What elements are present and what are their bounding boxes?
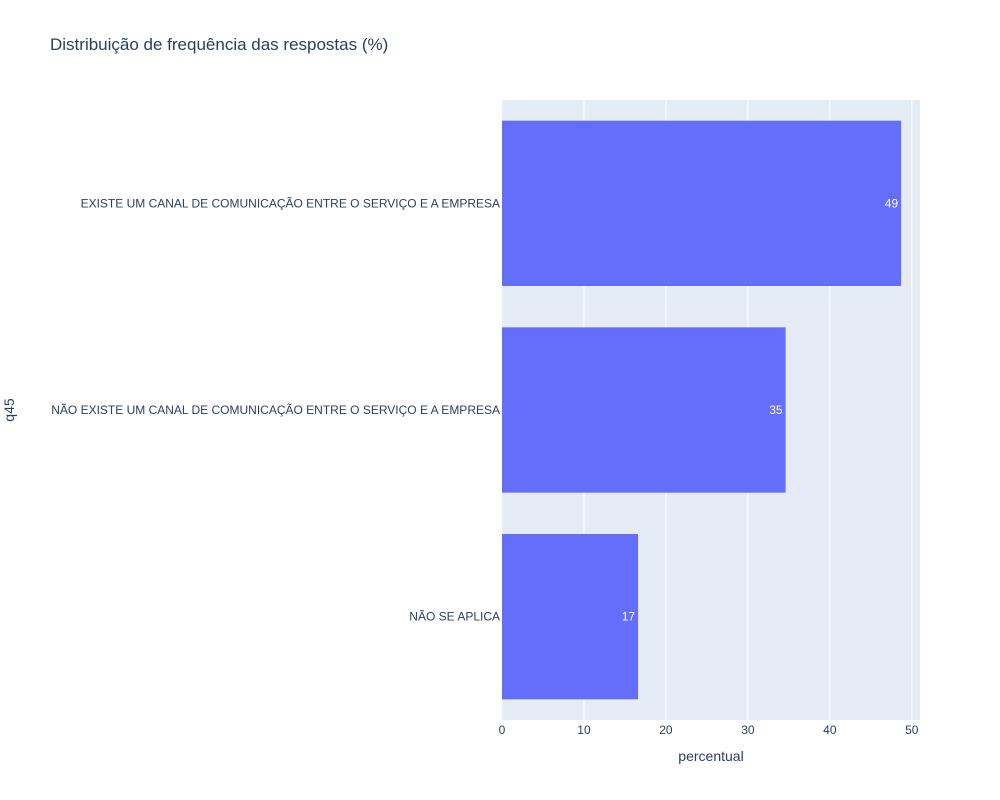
x-axis-title: percentual (678, 748, 743, 764)
chart-title: Distribuição de frequência das respostas… (50, 35, 388, 54)
x-tick-labels: 0 10 20 30 40 50 (499, 723, 919, 737)
category-label: EXISTE UM CANAL DE COMUNICAÇÃO ENTRE O S… (81, 196, 500, 210)
category-label: NÃO SE APLICA (409, 610, 500, 624)
x-tick-label: 0 (499, 723, 506, 737)
category-label: NÃO EXISTE UM CANAL DE COMUNICAÇÃO ENTRE… (51, 403, 500, 417)
bar-value-label: 17 (622, 610, 636, 624)
x-tick-label: 40 (823, 723, 837, 737)
bar (502, 534, 639, 700)
bar (502, 120, 902, 287)
x-tick-label: 10 (577, 723, 591, 737)
bar (502, 327, 786, 493)
bars: 49 35 17 (502, 120, 902, 700)
bar-value-label: 49 (885, 196, 899, 210)
category-labels: EXISTE UM CANAL DE COMUNICAÇÃO ENTRE O S… (51, 196, 500, 623)
bar-value-label: 35 (769, 403, 783, 417)
x-tick-label: 30 (741, 723, 755, 737)
x-tick-label: 20 (659, 723, 673, 737)
x-tick-label: 50 (905, 723, 919, 737)
y-axis-title: q45 (1, 398, 17, 422)
